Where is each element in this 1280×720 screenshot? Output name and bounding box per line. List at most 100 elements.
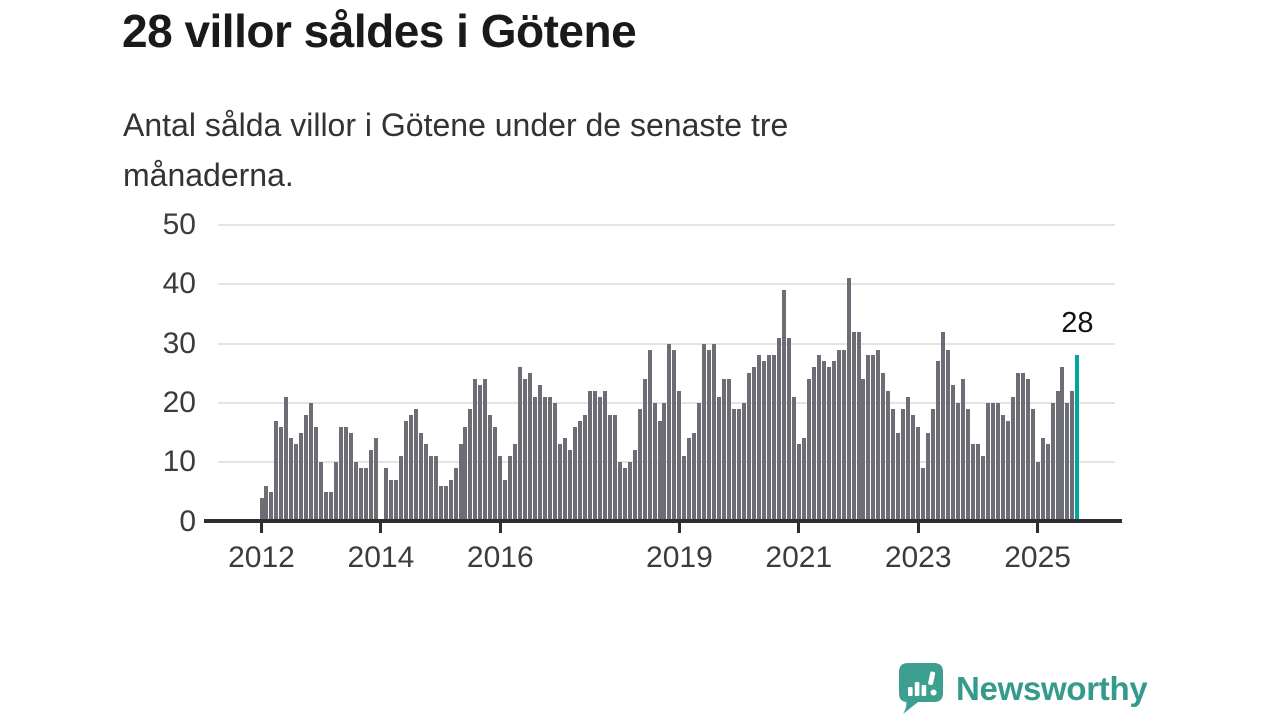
bar — [448, 479, 453, 522]
gridline-40 — [218, 283, 1115, 286]
bar — [781, 290, 786, 522]
highlighted-bar — [1075, 355, 1080, 522]
bar — [488, 414, 493, 522]
x-axis-tick-2025 — [1036, 523, 1040, 533]
bar — [433, 456, 438, 522]
bar — [677, 391, 682, 522]
bar — [642, 379, 647, 522]
bar — [1020, 373, 1025, 522]
bar — [901, 408, 906, 522]
bar — [965, 408, 970, 522]
bar — [811, 367, 816, 522]
bar — [363, 468, 368, 522]
bar — [339, 426, 344, 522]
bar — [538, 385, 543, 522]
bar — [906, 396, 911, 522]
bar — [697, 402, 702, 522]
bar — [975, 444, 980, 522]
bar — [423, 444, 428, 522]
bar — [592, 391, 597, 522]
bar — [732, 408, 737, 522]
bar — [1030, 408, 1035, 522]
bar — [393, 479, 398, 522]
y-axis-label-10: 10 — [162, 445, 196, 479]
x-axis-label-2023: 2023 — [884, 541, 952, 574]
bar — [836, 349, 841, 522]
bar — [443, 485, 448, 522]
x-axis-label-2025: 2025 — [1004, 541, 1071, 574]
bar — [612, 414, 617, 522]
newsworthy-logo: Newsworthy — [897, 662, 1148, 715]
x-axis-tick-2019 — [677, 523, 681, 533]
bar — [667, 343, 672, 522]
x-axis-tick-2023 — [916, 523, 920, 533]
x-axis-line — [204, 519, 1122, 523]
logo-bar-3 — [921, 685, 927, 696]
bar — [403, 420, 408, 522]
highlight-value-label: 28 — [1061, 307, 1094, 340]
bar — [259, 497, 264, 522]
bar — [876, 349, 881, 522]
bar — [468, 408, 473, 522]
bar — [956, 402, 960, 522]
bar — [483, 379, 488, 522]
bar — [816, 355, 821, 522]
bar — [841, 349, 846, 522]
bar — [572, 426, 577, 522]
bar — [702, 343, 707, 522]
bar — [279, 426, 284, 522]
bar — [761, 361, 766, 522]
bar — [692, 432, 697, 522]
bar — [861, 379, 866, 522]
bar — [916, 426, 921, 522]
bar — [891, 408, 896, 522]
bar — [896, 432, 901, 522]
bar — [617, 462, 622, 522]
bar — [851, 331, 856, 522]
bar — [577, 420, 582, 522]
bar — [299, 432, 304, 522]
bar — [528, 373, 533, 522]
bar — [647, 349, 652, 522]
x-axis-tick-2012 — [260, 523, 263, 533]
bar — [717, 396, 722, 522]
newsworthy-logo-icon — [899, 663, 943, 714]
bar — [632, 450, 637, 522]
bar — [1015, 373, 1020, 522]
bar — [990, 402, 995, 522]
bar — [334, 462, 339, 522]
bar — [314, 426, 319, 522]
bar — [503, 479, 508, 522]
bar — [408, 414, 413, 522]
bar — [319, 462, 324, 522]
bar — [796, 444, 801, 522]
bar — [866, 355, 871, 522]
bar — [597, 396, 602, 522]
bar — [388, 479, 393, 522]
bar — [418, 432, 423, 522]
bar — [548, 396, 553, 522]
bar — [687, 438, 692, 522]
logo-exclamation-stem — [928, 671, 936, 685]
bar — [980, 456, 985, 522]
bar — [354, 462, 359, 522]
bar — [1025, 379, 1030, 522]
bar — [383, 468, 388, 522]
bar — [587, 391, 592, 522]
bar — [1050, 402, 1055, 522]
bar — [712, 343, 717, 522]
bar — [1055, 391, 1060, 522]
subtitle-line-1: Antal sålda villor i Götene under de sen… — [123, 107, 789, 143]
bar — [742, 402, 747, 522]
bar — [368, 450, 373, 522]
bar — [806, 379, 811, 522]
bar — [284, 396, 289, 522]
bar — [652, 402, 657, 522]
logo-bar-2 — [914, 682, 920, 696]
bar — [324, 491, 329, 522]
bar — [951, 385, 956, 522]
bar — [926, 432, 931, 522]
newsworthy-logo-text: Newsworthy — [956, 669, 1148, 707]
bar — [1040, 438, 1045, 522]
